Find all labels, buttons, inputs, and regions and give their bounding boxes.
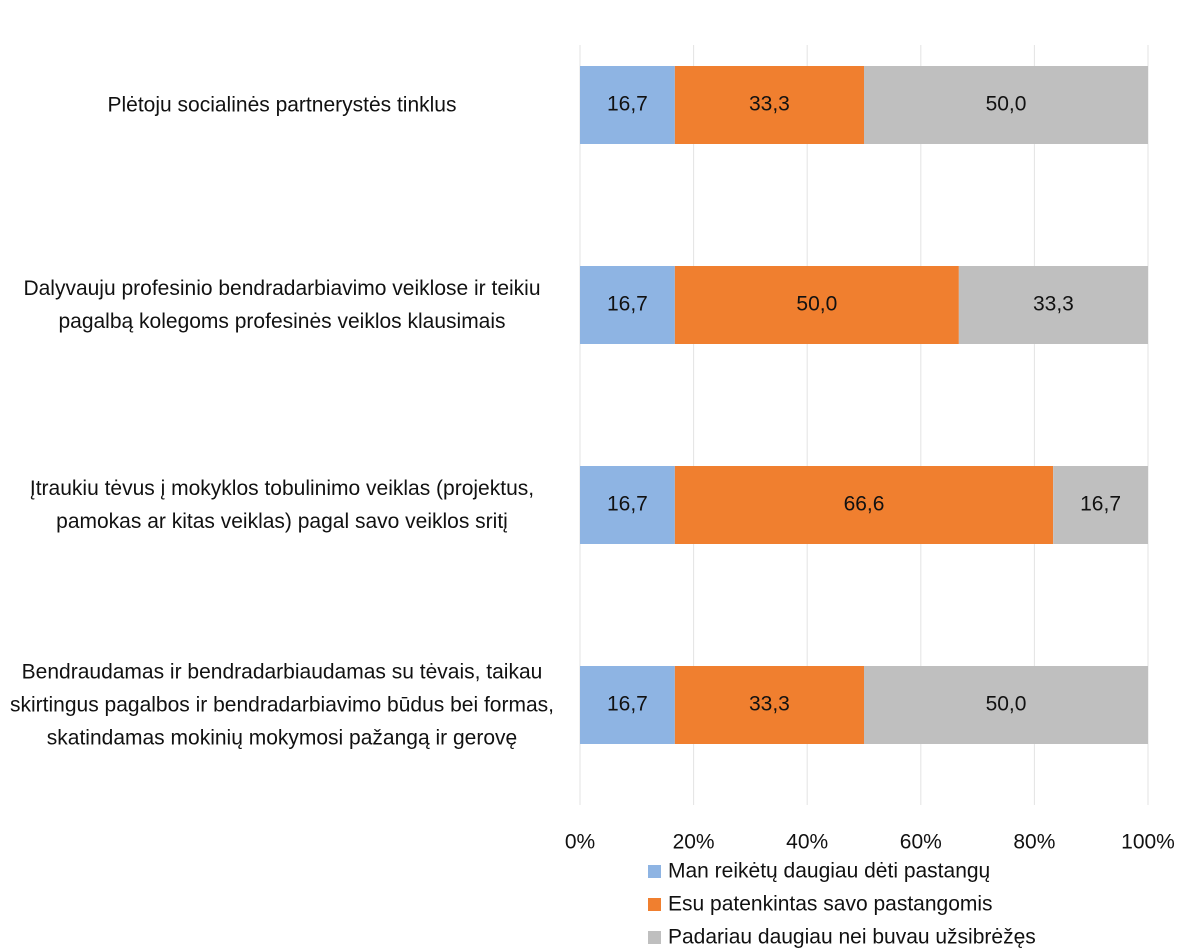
data-label: 33,3: [749, 693, 790, 716]
data-label: 16,7: [1080, 493, 1121, 516]
category-label: Plėtoju socialinės partnerystės tinklus: [107, 93, 457, 117]
data-label: 50,0: [986, 93, 1027, 116]
category-label: Dalyvauju profesinio bendradarbiavimo ve…: [23, 277, 541, 333]
x-tick-label: 60%: [900, 831, 942, 854]
bar-segment: [580, 466, 675, 544]
bar-segment: [864, 66, 1148, 144]
data-label: 50,0: [986, 693, 1027, 716]
legend-label: Padariau daugiau nei buvau užsibrėžęs: [668, 926, 1036, 949]
bar-segment: [674, 66, 864, 144]
legend-label: Esu patenkintas savo pastangomis: [668, 893, 993, 916]
bar-segment: [580, 266, 675, 344]
data-label: 16,7: [607, 293, 648, 316]
bar-segment: [580, 66, 675, 144]
data-label: 50,0: [796, 293, 837, 316]
bar-segment: [674, 266, 959, 344]
data-label: 16,7: [607, 693, 648, 716]
bar-segment: [864, 666, 1148, 744]
bar-segment: [958, 266, 1148, 344]
bar-segment: [674, 666, 864, 744]
x-tick-label: 80%: [1013, 831, 1055, 854]
data-label: 16,7: [607, 93, 648, 116]
category-label: Bendraudamas ir bendradarbiaudamas su tė…: [10, 660, 554, 750]
category-label: Įtraukiu tėvus į mokyklos tobulinimo vei…: [29, 477, 535, 533]
legend-label: Man reikėtų daugiau dėti pastangų: [668, 860, 990, 883]
legend-swatch: [648, 865, 661, 878]
x-tick-label: 100%: [1121, 831, 1175, 854]
data-label: 33,3: [1033, 293, 1074, 316]
legend-swatch: [648, 898, 661, 911]
data-label: 33,3: [749, 93, 790, 116]
bar-segment: [1053, 466, 1148, 544]
data-label: 66,6: [844, 493, 885, 516]
x-tick-label: 0%: [565, 831, 595, 854]
x-tick-label: 20%: [673, 831, 715, 854]
bar-segment: [674, 466, 1054, 544]
bar-segment: [580, 666, 675, 744]
data-label: 16,7: [607, 493, 648, 516]
x-tick-label: 40%: [786, 831, 828, 854]
legend-swatch: [648, 931, 661, 944]
